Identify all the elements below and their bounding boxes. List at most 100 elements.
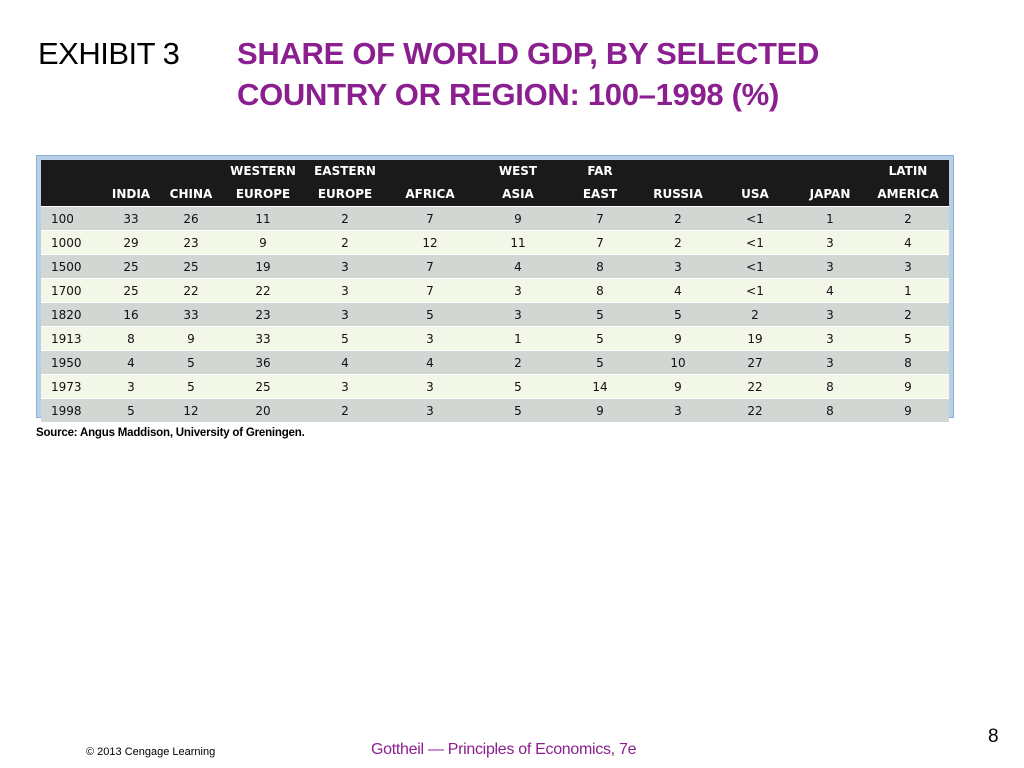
value-cell: 5 [475,374,561,399]
value-cell: 3 [793,350,867,375]
value-cell: 36 [221,350,305,375]
value-cell: 3 [305,302,385,327]
value-cell: 22 [717,374,793,399]
value-cell: 19 [717,326,793,351]
value-cell: 5 [561,326,639,351]
value-cell: 2 [639,230,717,255]
value-cell: 25 [101,254,161,279]
value-cell: 3 [385,374,475,399]
value-cell: 4 [305,350,385,375]
value-cell: 22 [717,398,793,422]
value-cell: <1 [717,278,793,303]
header-cell: ASIA [475,183,561,207]
year-cell: 1913 [41,326,101,351]
year-cell: 1820 [41,302,101,327]
header-cell: WESTERN [221,160,305,183]
value-cell: 8 [561,278,639,303]
value-cell: 4 [867,230,949,255]
value-cell: 29 [101,230,161,255]
table-row: 1000 29 23 9 2 12 11 7 2 <1 3 4 [41,230,949,255]
value-cell: 9 [867,374,949,399]
year-cell: 1000 [41,230,101,255]
header-cell [717,160,793,183]
value-cell: 11 [221,206,305,231]
slide-title: SHARE OF WORLD GDP, BY SELECTED COUNTRY … [237,33,957,115]
value-cell: 8 [867,350,949,375]
value-cell: 12 [161,398,221,422]
table-body: 100 33 26 11 2 7 9 7 2 <1 1 2 1000 29 23 9 2 12 11 7 2 <1 3 4 15… [41,206,949,422]
value-cell: 25 [101,278,161,303]
value-cell: 9 [561,398,639,422]
value-cell: <1 [717,206,793,231]
value-cell: 9 [221,230,305,255]
value-cell: 1 [867,278,949,303]
header-cell: WEST [475,160,561,183]
header-cell [101,160,161,183]
value-cell: 33 [221,326,305,351]
header-cell: FAR [561,160,639,183]
value-cell: 5 [475,398,561,422]
header-cell [161,160,221,183]
table-row: 1998 5 12 20 2 3 5 9 3 22 8 9 [41,398,949,422]
header-cell [639,160,717,183]
value-cell: 8 [793,398,867,422]
value-cell: 26 [161,206,221,231]
value-cell: 3 [385,398,475,422]
value-cell: 3 [793,326,867,351]
value-cell: <1 [717,254,793,279]
value-cell: 5 [161,350,221,375]
value-cell: 8 [561,254,639,279]
value-cell: 3 [475,278,561,303]
value-cell: 10 [639,350,717,375]
header-cell: EUROPE [305,183,385,207]
value-cell: <1 [717,230,793,255]
value-cell: 3 [639,398,717,422]
header-cell: AMERICA [867,183,949,207]
value-cell: 2 [717,302,793,327]
value-cell: 1 [475,326,561,351]
value-cell: 33 [161,302,221,327]
slide-title-line-2: COUNTRY OR REGION: 100–1998 (%) [237,77,779,112]
value-cell: 33 [101,206,161,231]
value-cell: 2 [867,302,949,327]
year-cell: 1700 [41,278,101,303]
value-cell: 9 [867,398,949,422]
value-cell: 22 [161,278,221,303]
value-cell: 2 [867,206,949,231]
value-cell: 12 [385,230,475,255]
table-row: 1913 8 9 33 5 3 1 5 9 19 3 5 [41,326,949,351]
value-cell: 2 [639,206,717,231]
year-cell: 1998 [41,398,101,422]
year-cell: 1950 [41,350,101,375]
header-cell [793,160,867,183]
header-cell: EASTERN [305,160,385,183]
value-cell: 3 [101,374,161,399]
value-cell: 25 [161,254,221,279]
value-cell: 3 [305,254,385,279]
value-cell: 20 [221,398,305,422]
source-note: Source: Angus Maddison, University of Gr… [36,427,305,439]
value-cell: 9 [475,206,561,231]
header-cell: EUROPE [221,183,305,207]
page-number: 8 [988,726,999,747]
value-cell: 9 [639,374,717,399]
value-cell: 2 [305,398,385,422]
value-cell: 3 [385,326,475,351]
header-cell: JAPAN [793,183,867,207]
value-cell: 3 [793,302,867,327]
value-cell: 3 [793,254,867,279]
year-cell: 1973 [41,374,101,399]
value-cell: 5 [867,326,949,351]
header-cell [385,160,475,183]
value-cell: 5 [561,350,639,375]
exhibit-label: EXHIBIT 3 [38,36,180,71]
value-cell: 5 [305,326,385,351]
value-cell: 19 [221,254,305,279]
value-cell: 5 [561,302,639,327]
header-cell: USA [717,183,793,207]
value-cell: 4 [475,254,561,279]
value-cell: 3 [867,254,949,279]
footer-book-title: Gottheil — Principles of Economics, 7e [371,741,637,758]
value-cell: 3 [305,278,385,303]
header-cell: EAST [561,183,639,207]
